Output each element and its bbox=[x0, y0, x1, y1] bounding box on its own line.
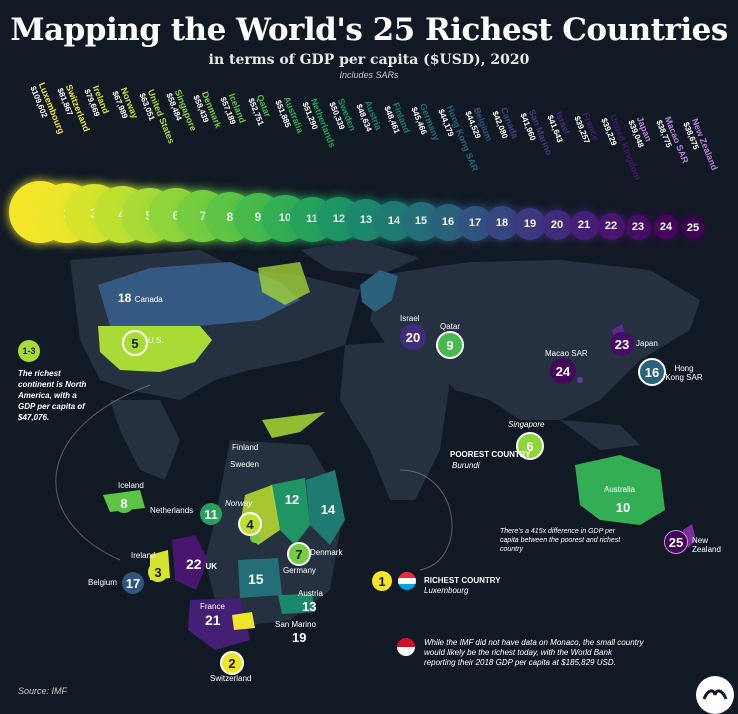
sanmarino-rank: 19 bbox=[292, 630, 307, 645]
france-rank: 21 bbox=[205, 612, 221, 628]
sars-note: Includes SARs bbox=[339, 70, 399, 80]
singapore-label: Singapore bbox=[508, 420, 545, 429]
rank-bubble-22: 22 bbox=[597, 212, 625, 240]
us-label: U.S. bbox=[148, 336, 164, 345]
rank-bubble-25: 25 bbox=[682, 217, 704, 239]
page-title: Mapping the World's 25 Richest Countries bbox=[10, 12, 728, 48]
finland-rank-marker: 14 bbox=[316, 497, 340, 521]
monaco-note: While the IMF did not have data on Monac… bbox=[424, 638, 644, 667]
ireland-label: Ireland bbox=[131, 551, 156, 560]
difference-note: There's a 415x difference in GDP per cap… bbox=[500, 528, 621, 553]
australia-shape bbox=[575, 455, 665, 525]
us-rank-marker: 5 bbox=[122, 330, 148, 356]
continent-note: The richest continent is North America, … bbox=[18, 369, 87, 422]
australia-label: Australia bbox=[604, 485, 636, 494]
japan-rank-marker: 23 bbox=[610, 332, 634, 356]
monaco-flag-icon bbox=[397, 638, 415, 656]
hongkong-rank-marker: 16 bbox=[638, 358, 666, 386]
netherlands-rank-marker: 11 bbox=[200, 503, 222, 525]
rank-bubble-23: 23 bbox=[625, 214, 651, 240]
germany-label: Germany bbox=[283, 566, 316, 575]
singapore-rank-marker: 6 bbox=[516, 432, 544, 460]
netherlands-label: Netherlands bbox=[150, 506, 194, 515]
norway-label: Norway bbox=[225, 499, 253, 508]
continent-badge: 1-3 bbox=[18, 340, 40, 362]
rank-bubble-19: 19 bbox=[514, 208, 546, 240]
richest-name: Luxembourg bbox=[424, 586, 469, 595]
newzealand-rank-marker: 25 bbox=[664, 530, 688, 554]
austria-label: Austria bbox=[298, 589, 323, 598]
macao-label: Macao SAR bbox=[545, 349, 588, 358]
iceland-label: Iceland bbox=[118, 481, 144, 490]
qatar-label: Qatar bbox=[440, 322, 461, 331]
poorest-label: POOREST COUNTRY bbox=[450, 450, 531, 459]
poorest-name: Burundi bbox=[452, 461, 480, 470]
israel-label: Israel bbox=[400, 314, 420, 323]
sweden-rank-marker: 12 bbox=[280, 487, 304, 511]
switzerland-rank-marker: 2 bbox=[220, 651, 244, 675]
australia-rank-marker: 10 bbox=[610, 494, 636, 520]
sweden-label: Sweden bbox=[230, 460, 259, 469]
japan-label: Japan bbox=[636, 339, 658, 348]
canada-label: 18 Canada bbox=[118, 291, 163, 305]
macao-rank-marker: 24 bbox=[550, 358, 576, 384]
finland-label: Finland bbox=[232, 443, 259, 452]
switzerland-label: Switzerland bbox=[210, 674, 252, 683]
newzealand-label: New Zealand bbox=[692, 536, 721, 554]
iceland-rank-marker: 8 bbox=[114, 493, 134, 513]
germany-rank: 15 bbox=[248, 571, 264, 587]
rank-bubble-20: 20 bbox=[542, 210, 572, 240]
denmark-label: Denmark bbox=[310, 548, 343, 557]
richest-label: RICHEST COUNTRY bbox=[424, 576, 501, 585]
source-credit: Source: IMF bbox=[18, 686, 68, 696]
ireland-rank-marker: 3 bbox=[148, 562, 168, 582]
rank-bubble-24: 24 bbox=[654, 215, 678, 239]
france-label: France bbox=[200, 602, 225, 611]
publisher-logo-icon bbox=[696, 676, 734, 714]
belgium-label: Belgium bbox=[88, 578, 117, 587]
denmark-rank-marker: 7 bbox=[287, 542, 311, 566]
austria-rank: 13 bbox=[302, 599, 317, 614]
uk-rank: 22 UK bbox=[186, 556, 218, 572]
luxembourg-flag-icon bbox=[398, 572, 416, 590]
sanmarino-label: San Marino bbox=[275, 620, 316, 629]
hongkong-label: Hong Kong SAR bbox=[665, 364, 703, 382]
qatar-rank-marker: 9 bbox=[436, 331, 464, 359]
belgium-rank-marker: 17 bbox=[122, 572, 144, 594]
rank-bubble-18: 18 bbox=[485, 206, 519, 240]
norway-rank-marker: 4 bbox=[238, 512, 262, 536]
page-subtitle: in terms of GDP per capita ($USD), 2020 bbox=[208, 52, 530, 68]
israel-rank-marker: 20 bbox=[400, 324, 426, 350]
canada-shape bbox=[98, 262, 300, 326]
rank-bubble-21: 21 bbox=[569, 210, 599, 240]
richest-rank-marker: 1 bbox=[372, 571, 392, 591]
